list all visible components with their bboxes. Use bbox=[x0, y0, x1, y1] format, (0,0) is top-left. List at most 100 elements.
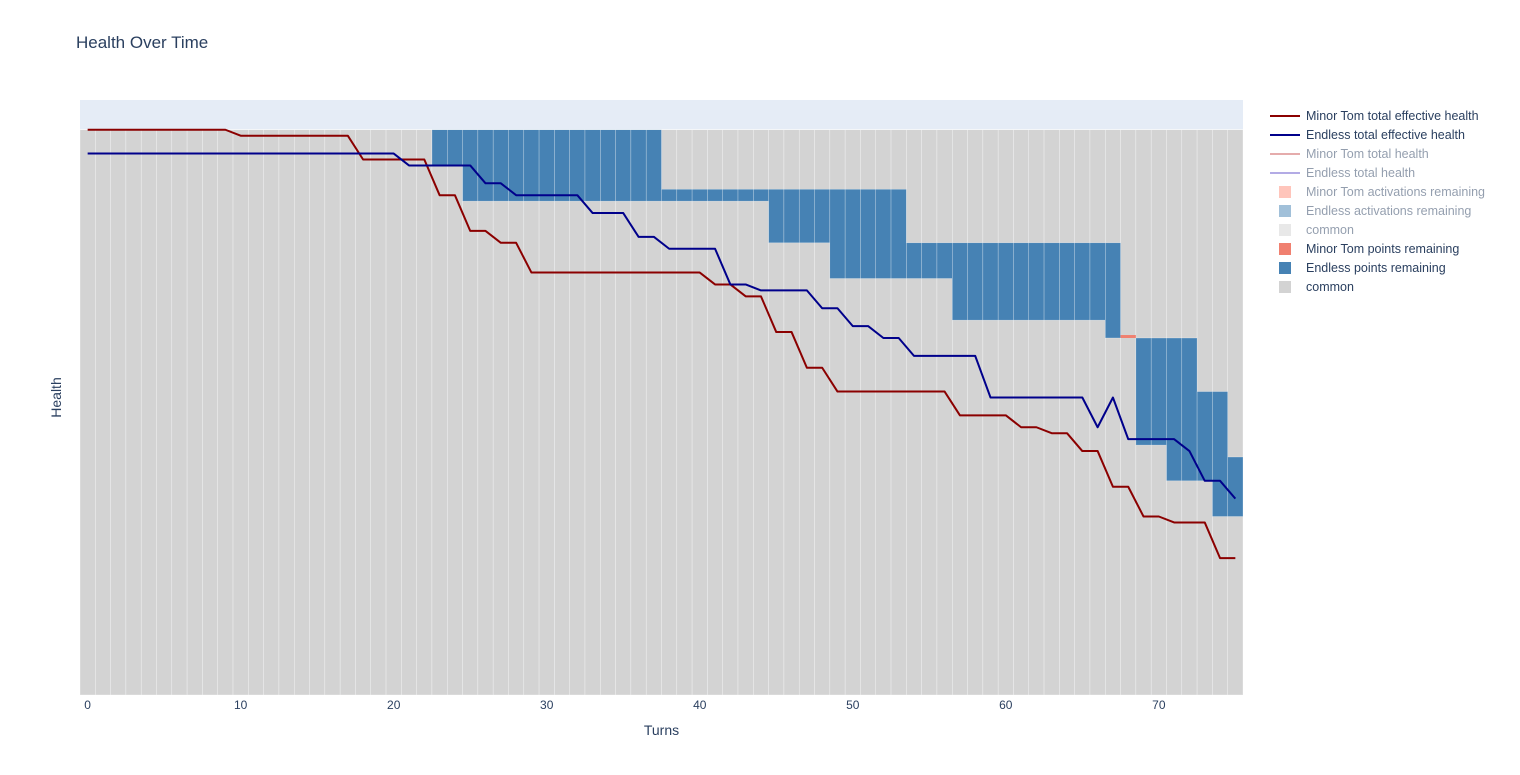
legend-item[interactable]: Endless points remaining bbox=[1270, 258, 1485, 277]
bar-endless-points bbox=[798, 189, 815, 244]
bar-common bbox=[921, 129, 938, 696]
chart-title: Health Over Time bbox=[76, 33, 209, 52]
bar-common bbox=[569, 129, 586, 696]
legend-item[interactable]: Endless activations remaining bbox=[1270, 201, 1485, 220]
legend-box-swatch bbox=[1279, 223, 1291, 236]
bar-endless-points bbox=[630, 129, 647, 202]
bar-endless-points bbox=[737, 189, 754, 202]
x-tick-label: 60 bbox=[999, 698, 1013, 712]
bar-common bbox=[676, 129, 693, 696]
bar-endless-points bbox=[722, 189, 739, 202]
bar-endless-points bbox=[431, 129, 448, 166]
bar-endless-points bbox=[523, 129, 540, 202]
bar-common bbox=[523, 129, 540, 696]
x-axis-title: Turns bbox=[644, 722, 679, 738]
bar-endless-points bbox=[1059, 242, 1075, 321]
x-tick-label: 50 bbox=[846, 698, 860, 712]
bar-common bbox=[538, 129, 555, 696]
bar-common bbox=[691, 129, 708, 696]
bar-endless-points bbox=[890, 189, 907, 279]
legend-label: Minor Tom points remaining bbox=[1306, 241, 1460, 256]
bar-common bbox=[416, 129, 433, 696]
bar-endless-points bbox=[447, 129, 463, 166]
bar-endless-points bbox=[1150, 337, 1167, 446]
bar-common bbox=[707, 129, 723, 696]
bar-endless-points bbox=[1135, 337, 1152, 446]
bar-common bbox=[1074, 129, 1091, 696]
bar-common bbox=[385, 129, 402, 696]
bar-common bbox=[1043, 129, 1060, 696]
x-tick-label: 30 bbox=[540, 698, 554, 712]
legend-label: Endless points remaining bbox=[1306, 260, 1446, 275]
bar-common bbox=[630, 129, 647, 696]
bar-common bbox=[952, 129, 968, 696]
bar-common bbox=[1028, 129, 1045, 696]
legend-line-swatch bbox=[1270, 133, 1300, 136]
bar-common bbox=[508, 129, 525, 696]
bar-endless-points bbox=[753, 189, 769, 202]
x-tick-label: 10 bbox=[234, 698, 248, 712]
bar-common bbox=[1227, 129, 1244, 696]
bar-common bbox=[554, 129, 570, 696]
bar-common bbox=[967, 129, 984, 696]
bar-endless-points bbox=[645, 129, 662, 202]
bar-common bbox=[1089, 129, 1106, 696]
bar-endless-points bbox=[554, 129, 570, 202]
x-tick-label: 40 bbox=[693, 698, 707, 712]
bar-common bbox=[492, 129, 509, 696]
legend-item[interactable]: Endless total effective health bbox=[1270, 125, 1485, 144]
bar-common bbox=[661, 129, 678, 696]
bar-endless-points bbox=[676, 189, 693, 202]
legend-label: Minor Tom total effective health bbox=[1306, 108, 1479, 123]
bar-endless-points bbox=[477, 129, 494, 202]
bar-common bbox=[1013, 129, 1030, 696]
legend-item[interactable]: Minor Tom total effective health bbox=[1270, 106, 1485, 125]
legend-box-swatch bbox=[1279, 185, 1291, 198]
bar-endless-points bbox=[707, 189, 723, 202]
bar-common bbox=[278, 129, 295, 696]
legend: Minor Tom total effective health Endless … bbox=[1270, 106, 1485, 296]
bar-common bbox=[1059, 129, 1075, 696]
legend-item[interactable]: Minor Tom total health bbox=[1270, 144, 1485, 163]
legend-line-swatch bbox=[1270, 114, 1300, 117]
bar-minor-tom-points bbox=[1120, 335, 1136, 338]
legend-item[interactable]: Minor Tom activations remaining bbox=[1270, 182, 1485, 201]
bar-common bbox=[217, 129, 234, 696]
legend-label: Minor Tom activations remaining bbox=[1306, 184, 1486, 199]
bar-common bbox=[186, 129, 203, 696]
bar-endless-points bbox=[1043, 242, 1060, 321]
legend-item[interactable]: Endless total health bbox=[1270, 163, 1485, 182]
bar-endless-points bbox=[661, 189, 678, 202]
legend-box-swatch bbox=[1279, 204, 1291, 217]
bar-common bbox=[355, 129, 371, 696]
bar-endless-points bbox=[492, 129, 509, 202]
bar-common bbox=[309, 129, 326, 696]
bar-common bbox=[462, 129, 479, 696]
bar-common bbox=[645, 129, 662, 696]
bar-common bbox=[447, 129, 463, 696]
bar-common bbox=[110, 129, 127, 696]
bar-common bbox=[584, 129, 601, 696]
legend-item[interactable]: common bbox=[1270, 220, 1485, 239]
bar-endless-points bbox=[829, 189, 846, 279]
bar-common bbox=[600, 129, 616, 696]
bar-endless-points bbox=[1013, 242, 1030, 321]
legend-item[interactable]: Minor Tom points remaining bbox=[1270, 239, 1485, 258]
bar-common bbox=[293, 129, 310, 696]
bar-endless-points bbox=[1166, 337, 1183, 482]
legend-item[interactable]: common bbox=[1270, 277, 1485, 296]
x-tick-label: 0 bbox=[84, 698, 91, 712]
bar-common bbox=[232, 129, 249, 696]
bar-common bbox=[156, 129, 173, 696]
bar-common bbox=[431, 129, 448, 696]
bar-common bbox=[370, 129, 387, 696]
bar-common bbox=[477, 129, 494, 696]
bar-common bbox=[753, 129, 769, 696]
bar-endless-points bbox=[936, 242, 953, 279]
bar-common bbox=[263, 129, 280, 696]
legend-box-swatch bbox=[1279, 242, 1291, 255]
bar-endless-points bbox=[1212, 391, 1228, 517]
bar-endless-points bbox=[1074, 242, 1091, 321]
bar-common bbox=[171, 129, 188, 696]
